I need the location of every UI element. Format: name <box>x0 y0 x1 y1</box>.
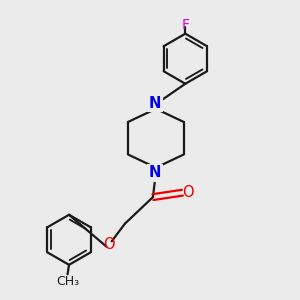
Text: N: N <box>149 166 161 181</box>
Text: N: N <box>149 96 161 111</box>
Text: O: O <box>103 237 115 252</box>
Text: N: N <box>149 166 161 181</box>
Text: CH₃: CH₃ <box>56 274 79 287</box>
Text: N: N <box>149 96 161 111</box>
Text: F: F <box>181 18 189 32</box>
Text: O: O <box>182 185 194 200</box>
